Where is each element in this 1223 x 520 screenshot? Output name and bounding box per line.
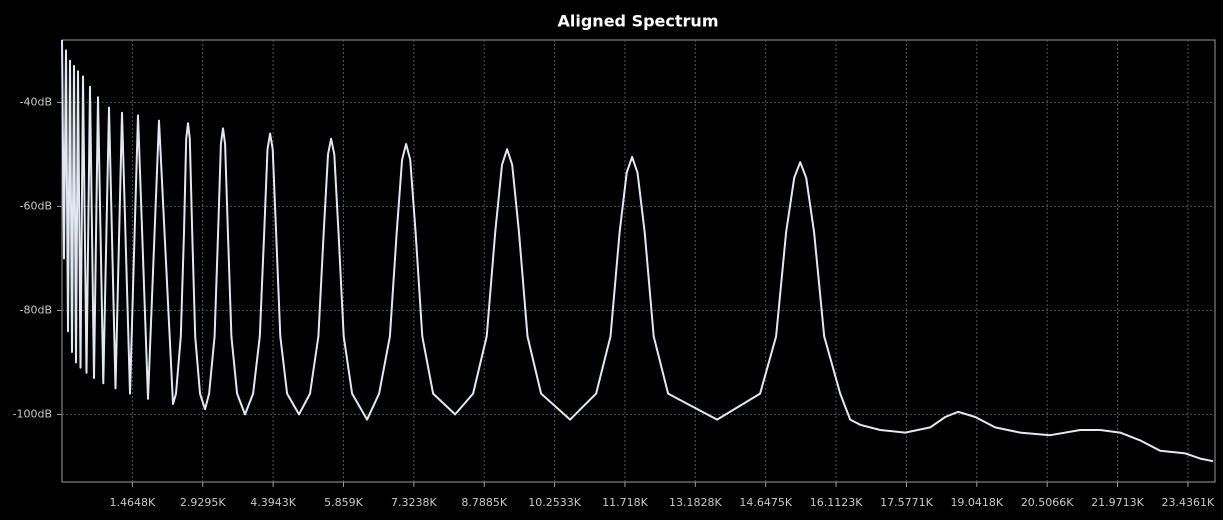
x-tick-label: 8.7885K: [461, 496, 507, 509]
plot-frame: [61, 39, 1216, 483]
x-tick-label: 7.3238K: [391, 496, 437, 509]
x-tick-label: 14.6475K: [739, 496, 792, 509]
x-tick-label: 2.9295K: [180, 496, 226, 509]
y-tick-label: -80dB: [20, 303, 53, 316]
x-tick-label: 17.5771K: [880, 496, 933, 509]
x-tick-label: 4.3943K: [250, 496, 296, 509]
y-tick-label: -100dB: [13, 407, 53, 420]
spectrum-line: [61, 39, 1214, 463]
x-tick-label: 1.4648K: [110, 496, 156, 509]
x-tick-label: 5.859K: [324, 496, 363, 509]
x-tick-label: 23.4361K: [1162, 496, 1215, 509]
x-tick-label: 19.0418K: [950, 496, 1003, 509]
x-tick-label: 20.5066K: [1021, 496, 1074, 509]
x-tick-label: 21.9713K: [1091, 496, 1144, 509]
x-tick-label: 13.1828K: [669, 496, 722, 509]
y-tick-label: -40dB: [20, 95, 53, 108]
x-tick-label: 10.2533K: [528, 496, 581, 509]
x-tick-label: 16.1123K: [810, 496, 863, 509]
chart-title: Aligned Spectrum: [558, 12, 719, 31]
y-tick-label: -60dB: [20, 199, 53, 212]
x-tick-label: 11.718K: [602, 496, 648, 509]
